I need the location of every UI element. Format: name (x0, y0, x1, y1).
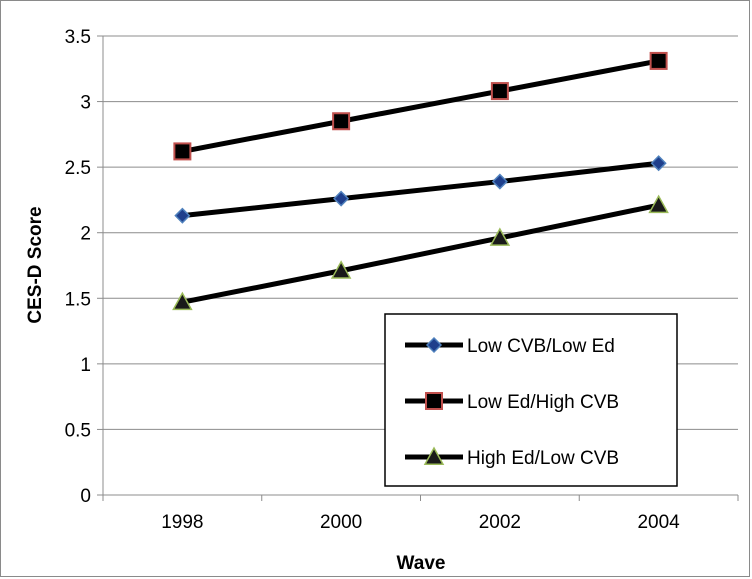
y-tick-label: 1 (80, 355, 91, 376)
legend-marker (423, 446, 445, 465)
data-point (172, 291, 193, 311)
x-tick-label: 2004 (637, 512, 680, 533)
x-tick-label: 1998 (161, 512, 203, 533)
legend: Low CVB/Low Ed Low Ed/High CVB High Ed/Low… (384, 313, 678, 487)
y-tick-label: 0 (80, 486, 91, 507)
x-tick-labels: 1998 2000 2002 2004 (161, 512, 680, 533)
y-tick-labels: 0 0.5 1 1.5 2 2.5 3 3.5 (65, 27, 91, 507)
data-point (330, 260, 352, 279)
axes (102, 36, 739, 501)
legend-marker (425, 336, 443, 354)
y-tick-label: 3 (80, 93, 91, 114)
series (173, 51, 668, 161)
x-axis-title: Wave (397, 553, 446, 574)
data-point (173, 142, 192, 161)
data-point (490, 82, 509, 101)
series-line (181, 58, 660, 154)
legend-label: Low Ed/High CVB (467, 392, 619, 413)
data-point (649, 51, 668, 70)
legend-label: Low CVB/Low Ed (467, 336, 615, 357)
data-point (174, 207, 191, 224)
legend-entry: High Ed/Low CVB (405, 446, 619, 469)
x-tick-label: 2002 (479, 512, 521, 533)
x-tick-label: 2000 (320, 512, 362, 533)
data-point (489, 227, 511, 246)
legend-label: High Ed/Low CVB (467, 448, 619, 469)
series (172, 194, 669, 311)
y-tick-label: 3.5 (65, 27, 91, 48)
y-tick-label: 2.5 (65, 158, 91, 179)
y-tick-label: 2 (80, 224, 91, 245)
legend-marker (425, 392, 443, 410)
y-tick-label: 0.5 (65, 420, 91, 441)
series-line (182, 160, 659, 219)
y-axis-title: CES-D Score (25, 206, 46, 323)
data-point (491, 173, 508, 190)
legend-entry: Low CVB/Low Ed (405, 336, 615, 357)
data-point (333, 190, 350, 207)
series-line (181, 202, 660, 305)
legend-entry: Low Ed/High CVB (405, 392, 619, 413)
data-point (332, 112, 351, 131)
data-point (650, 155, 667, 172)
series-group (172, 51, 669, 311)
series (174, 155, 667, 224)
y-tick-label: 1.5 (65, 289, 91, 310)
data-point (648, 194, 669, 214)
